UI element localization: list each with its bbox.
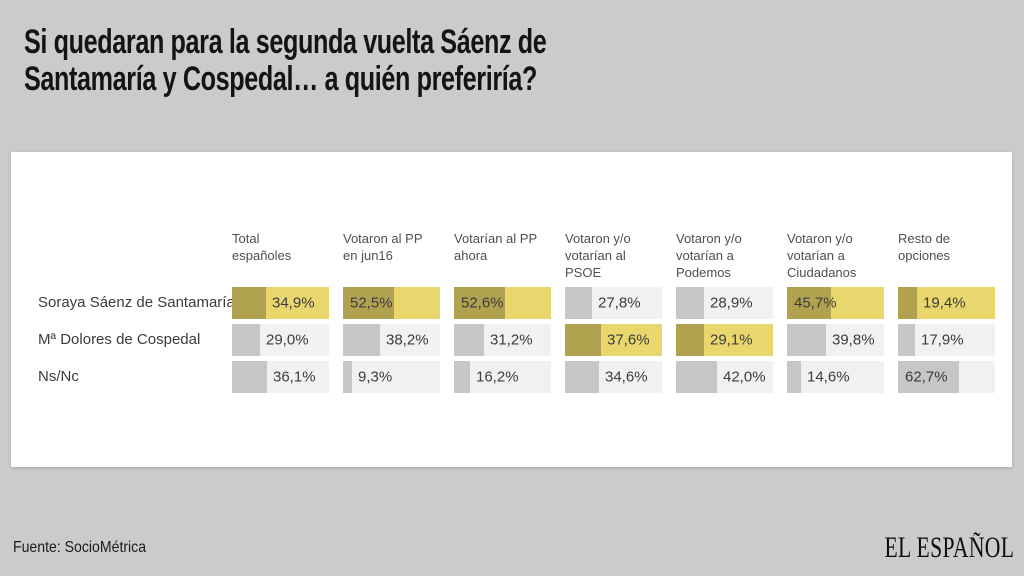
source-credit: Fuente: SocioMétrica	[13, 539, 147, 556]
row-label: Mª Dolores de Cospedal	[38, 331, 201, 348]
bar-cell: 29,1%	[676, 324, 773, 356]
bar-fill	[454, 361, 470, 393]
bar-cell: 38,2%	[343, 324, 440, 356]
column-header: Votaron y/o votarían a Ciudadanos	[787, 231, 857, 280]
chart-title: Si quedaran para la segunda vuelta Sáenz…	[24, 23, 547, 98]
bar-cell: 45,7%	[787, 287, 884, 319]
publisher-logo: EL ESPAÑOL	[884, 531, 1014, 564]
bar-fill	[787, 324, 826, 356]
bar-fill	[676, 361, 717, 393]
bar-cell: 29,0%	[232, 324, 329, 356]
bar-value-label: 14,6%	[807, 368, 850, 386]
bar-cell: 52,5%	[343, 287, 440, 319]
row-label: Soraya Sáenz de Santamaría	[38, 294, 235, 311]
bar-fill	[565, 287, 592, 319]
bar-cell: 14,6%	[787, 361, 884, 393]
bar-cell: 62,7%	[898, 361, 995, 393]
chart-title-line2: Santamaría y Cospedal… a quién preferirí…	[24, 60, 537, 98]
row-label: Ns/Nc	[38, 368, 79, 385]
bar-cell: 19,4%	[898, 287, 995, 319]
bar-fill	[565, 324, 602, 356]
bar-value-label: 39,8%	[832, 331, 875, 349]
column-header: Votarían al PP ahora	[454, 231, 537, 263]
bar-fill	[343, 287, 394, 319]
column-header: Votaron y/o votarían a Podemos	[676, 231, 742, 280]
bar-fill	[787, 287, 832, 319]
bar-fill	[343, 361, 353, 393]
bar-cell: 39,8%	[787, 324, 884, 356]
bar-fill	[565, 361, 599, 393]
bar-value-label: 37,6%	[607, 331, 650, 349]
bar-cell: 37,6%	[565, 324, 662, 356]
bar-value-label: 42,0%	[723, 368, 766, 386]
bar-value-label: 29,0%	[266, 331, 309, 349]
bar-fill	[232, 287, 266, 319]
bar-value-label: 36,1%	[273, 368, 316, 386]
bar-fill	[676, 324, 705, 356]
bar-value-label: 38,2%	[386, 331, 429, 349]
bar-value-label: 19,4%	[923, 294, 966, 312]
chart-title-line1: Si quedaran para la segunda vuelta Sáenz…	[24, 23, 547, 61]
bar-fill	[787, 361, 802, 393]
bar-value-label: 27,8%	[598, 294, 641, 312]
bar-cell: 17,9%	[898, 324, 995, 356]
bar-cell: 34,6%	[565, 361, 662, 393]
column-header: Total españoles	[232, 231, 292, 263]
bar-value-label: 16,2%	[476, 368, 519, 386]
bar-fill	[898, 287, 917, 319]
bar-value-label: 52,6%	[461, 294, 504, 312]
bar-value-label: 34,6%	[605, 368, 648, 386]
bar-cell: 28,9%	[676, 287, 773, 319]
bar-fill	[232, 361, 268, 393]
bar-value-label: 28,9%	[710, 294, 753, 312]
bar-value-label: 52,5%	[350, 294, 393, 312]
chart-card: Total españoles Votaron al PP en jun16 Vot…	[11, 152, 1012, 467]
bar-cell: 31,2%	[454, 324, 551, 356]
bar-fill	[232, 324, 261, 356]
bar-fill	[454, 287, 506, 319]
bar-value-label: 9,3%	[358, 368, 393, 386]
bar-value-label: 17,9%	[921, 331, 964, 349]
bar-value-label: 29,1%	[710, 331, 753, 349]
bar-value-label: 45,7%	[794, 294, 837, 312]
bar-fill	[454, 324, 485, 356]
column-header: Votaron y/o votarían al PSOE	[565, 231, 631, 280]
column-header: Resto de opciones	[898, 231, 951, 263]
bar-fill	[343, 324, 381, 356]
bar-cell: 42,0%	[676, 361, 773, 393]
bar-value-label: 62,7%	[905, 368, 948, 386]
bar-cell: 34,9%	[232, 287, 329, 319]
bar-cell: 27,8%	[565, 287, 662, 319]
column-header: Votaron al PP en jun16	[343, 231, 423, 263]
bar-cell: 52,6%	[454, 287, 551, 319]
bar-fill	[898, 361, 959, 393]
bar-cell: 16,2%	[454, 361, 551, 393]
bar-fill	[676, 287, 705, 319]
bar-value-label: 34,9%	[272, 294, 315, 312]
bar-value-label: 31,2%	[490, 331, 533, 349]
bar-cell: 9,3%	[343, 361, 440, 393]
bar-cell: 36,1%	[232, 361, 329, 393]
bar-fill	[898, 324, 916, 356]
